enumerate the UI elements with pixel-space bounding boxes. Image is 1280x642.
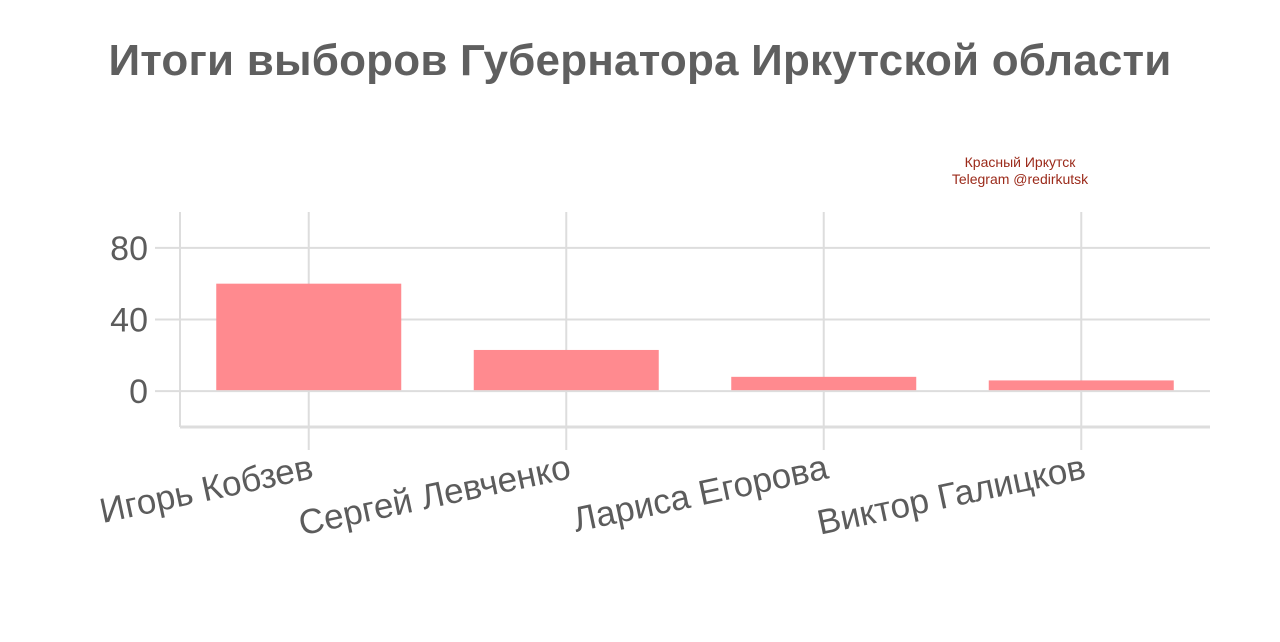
x-tick-label: Сергей Левченко <box>295 448 574 544</box>
watermark: Красный Иркутск Telegram @redirkutsk <box>900 154 1140 188</box>
y-tick-label: 80 <box>110 230 148 268</box>
y-axis-ticks: 0 40 80 <box>110 230 148 411</box>
y-tick-label: 0 <box>129 373 148 411</box>
x-tick-label: Лариса Егорова <box>569 448 832 540</box>
x-tick-label: Игорь Кобзев <box>96 448 316 531</box>
bar <box>216 283 402 391</box>
watermark-line-1: Красный Иркутск <box>964 154 1076 170</box>
bar <box>473 349 659 391</box>
grid-lines <box>155 212 1210 450</box>
chart-title: Итоги выборов Губернатора Иркутской обла… <box>108 36 1172 85</box>
watermark-line-2: Telegram @redirkutsk <box>951 171 1089 187</box>
bar <box>731 376 917 391</box>
bars <box>216 283 1174 391</box>
y-tick-label: 40 <box>110 302 148 340</box>
bar <box>988 380 1174 391</box>
x-tick-label: Виктор Галицков <box>814 448 1089 543</box>
